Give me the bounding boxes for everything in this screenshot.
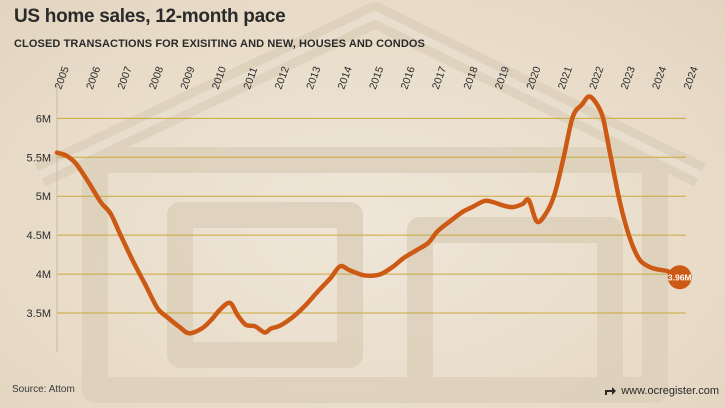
y-tick-label: 5M	[36, 191, 51, 203]
end-value-label: 3.96M	[668, 273, 692, 283]
x-tick-label: 2023	[619, 65, 638, 91]
x-tick-label: 2011	[241, 66, 260, 91]
end-point-marker	[667, 265, 692, 290]
x-tick-label: 2020	[524, 65, 543, 91]
site-credit[interactable]: www.ocregister.com	[604, 384, 719, 397]
x-tick-label: 2009	[178, 65, 197, 91]
x-tick-label: 2021	[556, 65, 575, 91]
x-tick-label: 2016	[398, 65, 417, 91]
x-tick-label: 2013	[304, 65, 323, 91]
share-arrow-icon	[605, 387, 617, 395]
x-tick-label: 2024	[682, 65, 701, 91]
y-tick-label: 4M	[36, 269, 51, 281]
credit-text: www.ocregister.com	[621, 384, 719, 397]
y-tick-label: 6M	[36, 113, 51, 125]
x-tick-label: 2019	[493, 65, 512, 91]
x-tick-label: 2018	[461, 65, 480, 91]
x-tick-label: 2012	[273, 65, 292, 91]
x-tick-label: 2015	[367, 65, 386, 91]
x-tick-label: 2005	[53, 65, 72, 91]
x-tick-label: 2007	[115, 65, 134, 91]
chart-subtitle: CLOSED TRANSACTIONS FOR EXISITING AND NE…	[14, 38, 425, 50]
x-tick-label: 2017	[430, 65, 449, 91]
y-tick-label: 3.5M	[27, 308, 51, 320]
x-tick-label: 2024	[650, 65, 669, 91]
x-tick-label: 2006	[84, 65, 103, 91]
y-tick-label: 5.5M	[27, 152, 51, 164]
y-tick-label: 4.5M	[27, 230, 51, 242]
x-tick-label: 2010	[210, 65, 229, 91]
series-line	[54, 94, 682, 336]
source-note: Source: Attom	[12, 384, 75, 395]
chart-title: US home sales, 12-month pace	[14, 6, 286, 27]
x-tick-label: 2022	[587, 65, 606, 91]
x-tick-label: 2014	[336, 65, 355, 91]
x-tick-label: 2008	[147, 65, 166, 91]
